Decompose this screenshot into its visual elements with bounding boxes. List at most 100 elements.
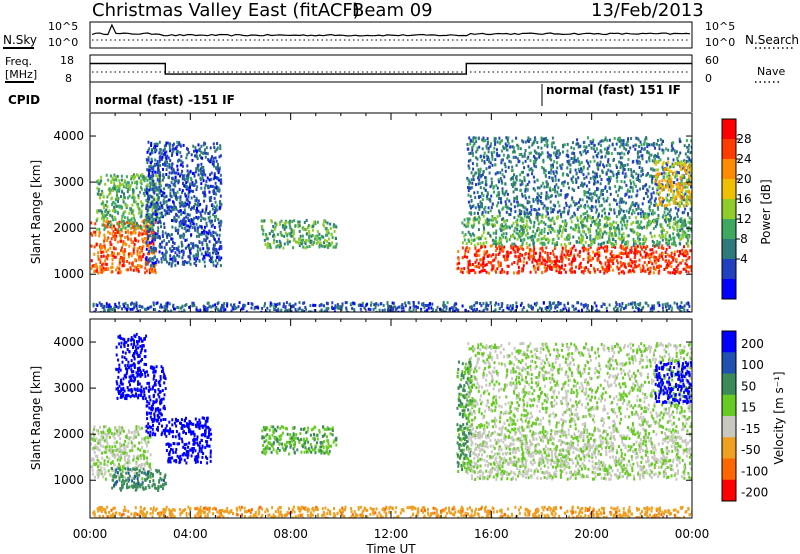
data-cell: [662, 188, 665, 192]
data-cell: [646, 195, 649, 199]
data-cell: [519, 183, 522, 187]
freq-tick-bottom: 8: [65, 72, 72, 85]
data-cell: [580, 233, 583, 237]
data-cell: [95, 262, 98, 266]
data-cell: [646, 188, 649, 192]
data-cell: [323, 245, 326, 249]
data-cell: [492, 231, 495, 235]
data-cell: [96, 217, 99, 221]
data-cell: [572, 235, 575, 239]
data-cell: [167, 175, 170, 179]
data-cell: [314, 222, 317, 226]
data-cell: [676, 170, 679, 174]
data-cell: [649, 174, 651, 178]
data-cell: [542, 241, 545, 245]
data-cell: [156, 193, 158, 197]
data-cell: [501, 244, 503, 248]
data-cell: [480, 269, 483, 273]
data-cell: [481, 234, 484, 238]
data-cell: [110, 197, 113, 201]
data-cell: [519, 235, 522, 239]
data-cell: [618, 201, 621, 205]
data-cell: [115, 190, 118, 194]
data-cell: [527, 212, 530, 216]
data-cell: [651, 248, 654, 252]
data-cell: [545, 139, 548, 143]
data-cell: [166, 183, 169, 187]
data-cell: [204, 253, 207, 257]
data-cell: [162, 199, 165, 203]
data-cell: [303, 241, 306, 244]
data-cell: [613, 198, 615, 202]
data-cell: [477, 261, 480, 265]
data-cell: [286, 240, 289, 244]
data-cell: [477, 220, 480, 224]
data-cell: [114, 233, 116, 237]
data-cell: [561, 264, 563, 268]
data-cell: [118, 179, 121, 183]
data-cell: [90, 266, 93, 270]
data-cell: [219, 147, 222, 151]
data-cell: [466, 270, 469, 274]
data-cell: [666, 238, 669, 242]
data-cell: [523, 256, 526, 260]
data-cell: [672, 238, 675, 242]
data-cell: [124, 226, 127, 230]
data-cell: [160, 152, 163, 155]
data-cell: [596, 161, 599, 165]
data-cell: [154, 269, 156, 273]
data-cell: [185, 187, 188, 191]
data-cell: [603, 207, 606, 211]
data-cell: [690, 159, 692, 163]
data-cell: [504, 223, 507, 227]
data-cell: [112, 218, 115, 222]
data-cell: [629, 258, 632, 262]
data-cell: [633, 260, 636, 264]
data-cell: [99, 261, 102, 264]
data-cell: [194, 199, 197, 203]
data-cell: [96, 192, 99, 196]
data-cell: [204, 264, 206, 268]
data-cell: [176, 247, 179, 251]
data-cell: [147, 220, 150, 224]
data-cell: [593, 182, 595, 186]
data-cell: [621, 142, 624, 146]
data-cell: [476, 190, 479, 194]
data-cell: [165, 173, 168, 176]
data-cell: [262, 232, 265, 236]
data-cell: [642, 264, 645, 268]
data-cell: [646, 221, 649, 225]
data-cell: [626, 219, 629, 223]
data-cell: [262, 228, 265, 232]
data-cell: [140, 200, 143, 204]
data-cell: [562, 225, 565, 229]
data-cell: [98, 193, 100, 197]
data-cell: [631, 186, 634, 190]
data-cell: [130, 218, 133, 222]
data-cell: [527, 173, 530, 177]
data-cell: [179, 195, 182, 199]
data-cell: [599, 140, 602, 144]
data-cell: [460, 268, 463, 272]
data-cell: [106, 205, 109, 209]
data-cell: [133, 198, 136, 202]
data-cell: [279, 244, 282, 248]
data-cell: [120, 174, 123, 178]
data-cell: [661, 252, 664, 256]
data-cell: [209, 160, 212, 164]
data-cell: [143, 224, 146, 228]
data-cell: [690, 150, 692, 154]
data-cell: [487, 150, 490, 154]
data-cell: [595, 208, 598, 212]
data-cell: [602, 246, 605, 250]
data-cell: [146, 178, 149, 182]
data-cell: [641, 167, 644, 171]
data-cell: [104, 262, 107, 266]
data-cell: [145, 176, 148, 180]
data-cell: [190, 218, 193, 222]
data-cell: [623, 146, 626, 150]
data-cell: [213, 205, 216, 209]
data-cell: [214, 176, 217, 180]
data-cell: [121, 190, 124, 194]
data-cell: [635, 208, 638, 211]
